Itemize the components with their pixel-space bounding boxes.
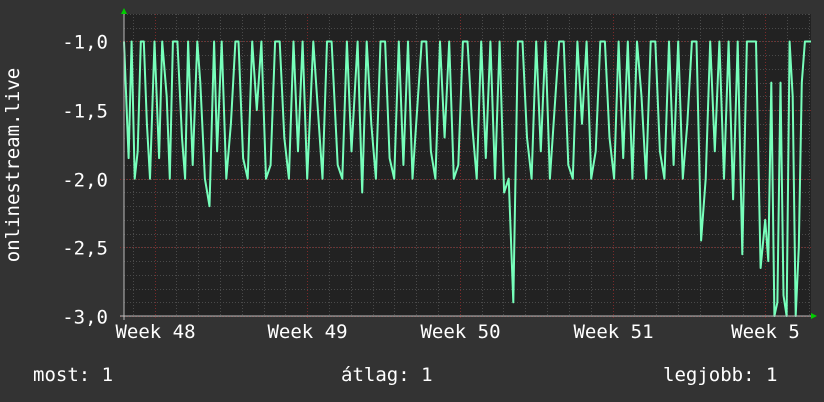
legend-best: legjobb: 1 bbox=[663, 364, 778, 386]
y-axis-arrow-icon bbox=[121, 8, 127, 14]
legend-current: most: 1 bbox=[33, 364, 114, 386]
y-tick-label: -1,5 bbox=[62, 101, 108, 123]
x-tick-label: Week 50 bbox=[420, 321, 500, 343]
x-tick-label: Week 51 bbox=[573, 321, 653, 343]
series-group bbox=[123, 40, 811, 317]
x-tick-label: Week 48 bbox=[115, 321, 195, 343]
x-tick-labels: Week 48 Week 49 Week 50 Week 51 Week 5 bbox=[115, 321, 799, 343]
y-axis-label: onlinestream.live bbox=[2, 68, 24, 262]
x-tick-label: Week 5 bbox=[731, 321, 800, 343]
y-tick-label: -2,5 bbox=[62, 238, 108, 260]
axes bbox=[120, 8, 817, 320]
series-line bbox=[123, 40, 811, 317]
y-tick-label: -2,0 bbox=[62, 170, 108, 192]
y-tick-labels: -1,0 -1,5 -2,0 -2,5 -3,0 bbox=[62, 32, 108, 329]
y-tick-label: -1,0 bbox=[62, 32, 108, 54]
y-tick-label: -3,0 bbox=[62, 307, 108, 329]
x-tick-label: Week 49 bbox=[267, 321, 347, 343]
legend-average: átlag: 1 bbox=[341, 364, 433, 386]
x-axis-arrow-icon bbox=[811, 313, 817, 319]
